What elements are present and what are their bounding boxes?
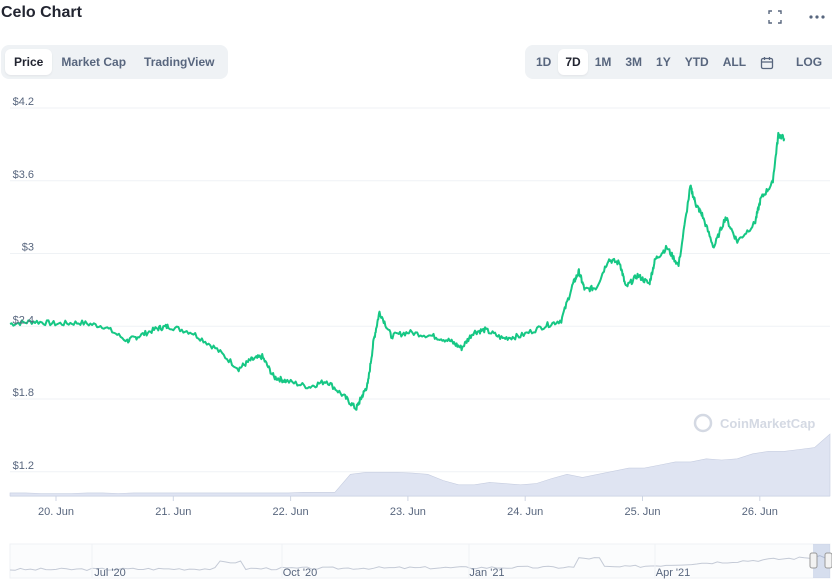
- y-tick-label: $1.8: [13, 387, 34, 399]
- navigator-selection: [813, 544, 830, 578]
- x-tick-label: 23. Jun: [390, 506, 426, 518]
- price-line: [9, 131, 786, 411]
- tab-tradingview[interactable]: TradingView: [144, 55, 215, 69]
- range-1d[interactable]: 1D: [536, 55, 552, 69]
- expand-icon[interactable]: [766, 8, 784, 26]
- range-7d[interactable]: 7D: [558, 49, 588, 75]
- volume-layer: [9, 433, 831, 497]
- range-1m[interactable]: 1M: [594, 55, 612, 69]
- navigator-background: [9, 543, 831, 579]
- navigator-label: Apr '21: [656, 567, 691, 579]
- more-horizontal-icon[interactable]: [808, 8, 826, 26]
- watermark: CoinMarketCap: [693, 413, 815, 433]
- time-range-tabs: 1D 7D 1M 3M 1Y YTD ALL LOG: [525, 45, 832, 79]
- navigator-handle[interactable]: [824, 552, 832, 569]
- page-title: Celo Chart: [1, 4, 82, 21]
- x-tick-label: 22. Jun: [273, 506, 309, 518]
- grid-layer: [10, 107, 830, 501]
- log-toggle[interactable]: LOG: [796, 55, 823, 69]
- watermark-text: CoinMarketCap: [720, 416, 815, 431]
- range-all[interactable]: ALL: [722, 55, 747, 69]
- x-tick-label: 21. Jun: [155, 506, 191, 518]
- range-1y[interactable]: 1Y: [656, 55, 671, 69]
- tick-layer: $4.2 $3.6 $3 $2.4 $1.8 $1.2 20. Jun 21. Jun 22. …: [13, 96, 778, 518]
- range-3m[interactable]: 3M: [625, 55, 643, 69]
- volume-area: [9, 433, 831, 497]
- y-tick-label: $4.2: [13, 96, 34, 108]
- x-tick-label: 24. Jun: [507, 506, 543, 518]
- navigator-label: Oct '20: [283, 567, 318, 579]
- navigator-label: Jan '21: [469, 567, 504, 579]
- range-ytd[interactable]: YTD: [684, 55, 709, 69]
- y-tick-label: $3: [22, 242, 34, 254]
- chart-type-tabs: Price Market Cap TradingView: [1, 45, 228, 79]
- y-tick-label: $3.6: [13, 169, 34, 181]
- x-tick-label: 20. Jun: [38, 506, 74, 518]
- navigator-label: Jul '20: [94, 567, 125, 579]
- navigator[interactable]: Jul '20 Oct '20 Jan '21 Apr '21: [9, 543, 832, 579]
- x-tick-label: 26. Jun: [742, 506, 778, 518]
- navigator-handle[interactable]: [809, 552, 818, 569]
- y-tick-label: $1.2: [13, 460, 34, 472]
- line-layer: [9, 131, 786, 411]
- tab-market-cap[interactable]: Market Cap: [61, 55, 127, 69]
- navigator-line: [9, 555, 831, 572]
- y-tick-label: $2.4: [13, 314, 34, 326]
- x-tick-label: 25. Jun: [624, 506, 660, 518]
- calendar-icon[interactable]: [753, 49, 781, 75]
- tab-price[interactable]: Price: [5, 49, 53, 75]
